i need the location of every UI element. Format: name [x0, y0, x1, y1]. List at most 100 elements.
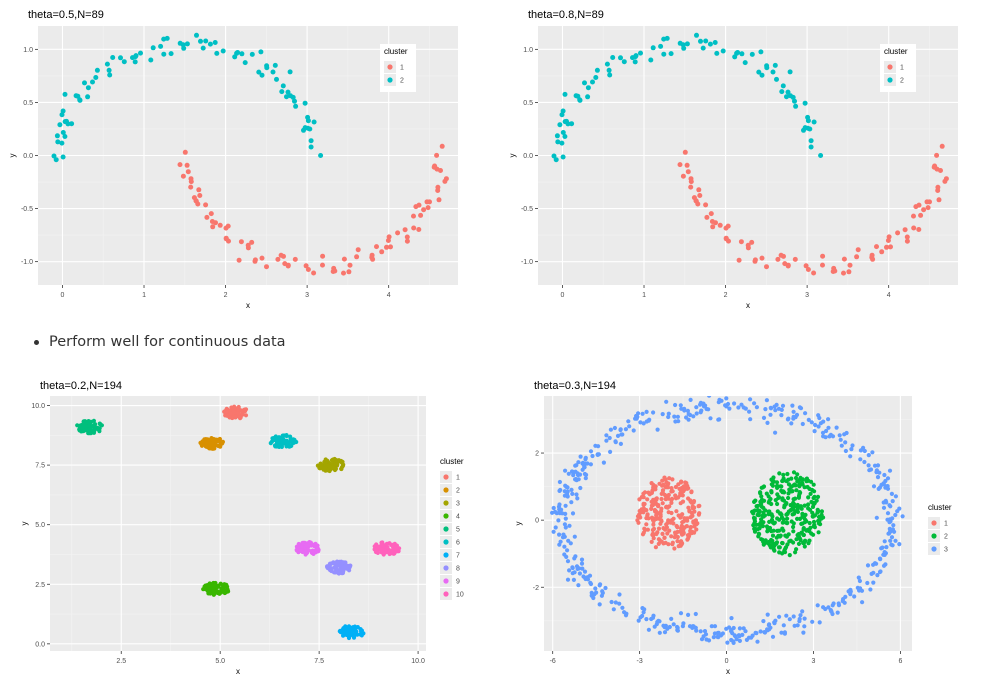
data-point	[77, 97, 83, 103]
data-point	[83, 428, 88, 433]
data-point	[771, 528, 776, 533]
data-point	[694, 411, 699, 416]
data-point	[416, 202, 422, 208]
data-point	[707, 396, 712, 398]
data-point	[819, 509, 824, 514]
data-point	[831, 601, 836, 606]
data-point	[359, 633, 364, 638]
chart-blobs-theta-0-2: theta=0.2,N=194 2.5 5.0 7.5 10.0 0.0 2.5 5.0 7.5…	[20, 380, 464, 676]
data-point	[677, 40, 683, 46]
data-point	[264, 65, 270, 71]
y-axis-label: y	[508, 154, 517, 158]
data-point	[888, 244, 893, 250]
data-point	[759, 72, 765, 78]
data-point	[568, 541, 573, 546]
data-point	[824, 428, 829, 434]
data-point	[218, 441, 223, 446]
data-point	[860, 600, 865, 605]
data-point	[696, 504, 701, 509]
data-point	[205, 437, 210, 442]
data-point	[777, 534, 783, 539]
data-point	[565, 577, 571, 582]
data-point	[672, 414, 677, 419]
data-point	[243, 413, 249, 418]
data-point	[563, 516, 568, 521]
series-cluster-1	[635, 475, 702, 551]
data-point	[772, 621, 777, 626]
data-point	[781, 472, 786, 477]
legend: cluster 1 2	[380, 44, 416, 92]
data-point	[729, 616, 734, 621]
data-point	[673, 484, 678, 490]
data-point	[323, 457, 328, 462]
data-point	[694, 32, 699, 38]
data-point	[161, 36, 167, 42]
data-point	[782, 490, 787, 495]
data-point	[882, 472, 887, 478]
data-point	[311, 270, 317, 276]
data-point	[655, 530, 660, 535]
data-point	[644, 617, 649, 622]
data-point	[651, 410, 656, 415]
data-point	[760, 524, 765, 529]
data-point	[696, 187, 702, 193]
data-point	[662, 630, 668, 635]
data-point	[566, 538, 571, 543]
data-point	[779, 407, 784, 412]
data-point	[872, 463, 878, 468]
data-point	[799, 506, 804, 511]
legend-title: cluster	[440, 457, 464, 466]
data-point	[895, 230, 901, 236]
data-point	[258, 49, 264, 55]
data-point	[776, 495, 781, 501]
data-point	[763, 407, 768, 412]
data-point	[200, 45, 206, 51]
data-point	[556, 518, 561, 523]
data-point	[620, 432, 625, 437]
data-point	[598, 582, 603, 587]
data-point	[560, 154, 566, 160]
data-point	[793, 475, 799, 481]
data-point	[305, 267, 311, 272]
data-point	[553, 525, 558, 530]
data-point	[320, 253, 326, 259]
series-cluster-2	[551, 32, 824, 163]
data-point	[698, 410, 703, 415]
data-point	[836, 601, 841, 606]
data-point	[621, 59, 627, 65]
x-tick-label: 3	[805, 292, 809, 299]
data-point	[847, 262, 853, 268]
data-point	[646, 490, 651, 495]
data-point	[880, 545, 885, 550]
data-point	[291, 437, 296, 442]
data-point	[916, 202, 922, 208]
data-point	[148, 57, 154, 63]
data-point	[372, 547, 377, 552]
data-point	[570, 565, 575, 570]
data-point	[820, 253, 826, 259]
data-point	[885, 517, 890, 522]
data-point	[690, 504, 695, 509]
data-point	[790, 403, 795, 408]
data-point	[764, 398, 769, 403]
legend-key-1	[931, 520, 937, 526]
data-point	[633, 54, 638, 60]
plot-panel	[50, 396, 426, 651]
data-point	[294, 547, 299, 552]
data-point	[769, 477, 774, 482]
data-point	[425, 205, 431, 211]
data-point	[791, 409, 796, 414]
data-point	[294, 439, 299, 445]
data-point	[844, 430, 849, 436]
data-point	[790, 94, 796, 100]
data-point	[820, 262, 825, 268]
data-point	[60, 130, 66, 135]
data-point	[690, 529, 695, 534]
data-point	[439, 143, 445, 149]
data-point	[748, 397, 753, 402]
data-point	[220, 48, 226, 54]
data-point	[878, 557, 883, 562]
series-cluster-7	[337, 624, 366, 641]
x-tick-label: 2	[224, 292, 228, 299]
data-point	[204, 214, 210, 220]
